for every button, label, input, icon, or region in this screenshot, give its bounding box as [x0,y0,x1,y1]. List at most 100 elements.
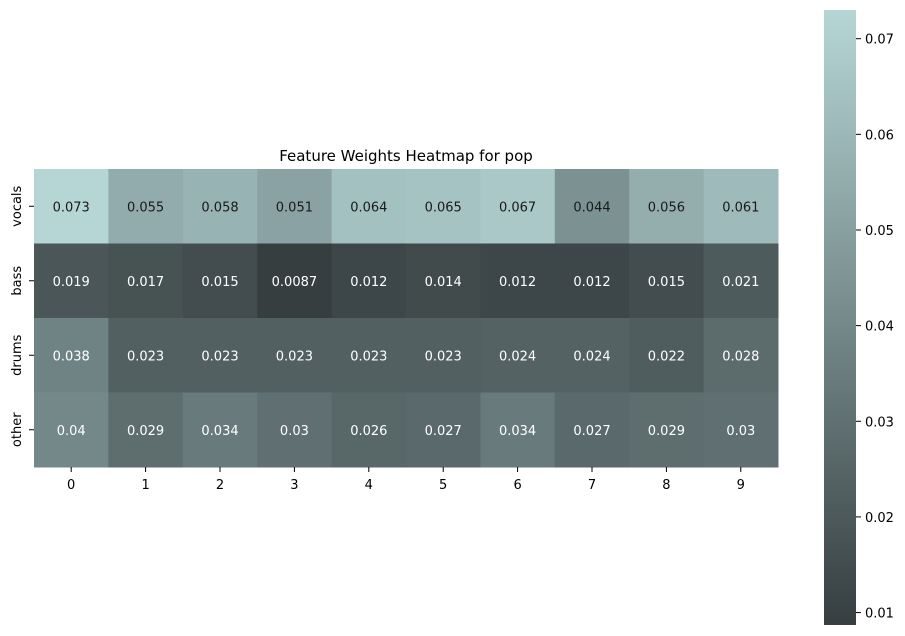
heatmap-cell [480,243,556,319]
heatmap-cell [257,392,333,468]
x-tick-label: 4 [365,478,373,493]
heatmap-cell [480,169,556,244]
cell-value-label: 0.061 [722,200,759,215]
heatmap-cell [34,243,109,319]
colorbar-gradient [824,10,856,625]
y-tick-label: bass [10,266,25,296]
colorbar-tick-label: 0.06 [865,128,894,143]
cell-value-label: 0.058 [201,200,238,215]
cell-value-label: 0.014 [425,275,462,290]
cell-value-label: 0.044 [573,200,610,215]
cell-value-label: 0.0087 [272,275,318,290]
y-tick-label: other [10,412,25,447]
x-tick-label: 7 [588,478,596,493]
heatmap-cell [331,243,407,319]
heatmap-cell [257,318,333,393]
heatmap-cell [257,169,333,244]
heatmap-cell [406,392,481,468]
heatmap-cell [257,243,333,319]
heatmap-cell [703,318,779,393]
x-tick-label: 6 [513,478,521,493]
heatmap-cell [554,392,630,468]
heatmap-cell [703,392,779,468]
cell-value-label: 0.012 [350,275,387,290]
y-tick-label: drums [10,334,25,375]
x-tick-label: 3 [290,478,298,493]
heatmap-cell [108,392,184,468]
colorbar-tick-label: 0.02 [865,511,894,526]
heatmap-cell [629,169,705,244]
colorbar-tick-label: 0.03 [865,415,894,430]
x-tick-label: 1 [141,478,149,493]
cell-value-label: 0.017 [127,275,164,290]
heatmap-cell [406,243,481,319]
heatmap-cell [34,169,109,244]
heatmap-cell [108,243,184,319]
heatmap-cell [406,169,481,244]
cell-value-label: 0.029 [127,424,164,439]
cell-value-label: 0.03 [726,424,755,439]
cell-value-label: 0.022 [648,349,685,364]
cell-value-label: 0.028 [722,349,759,364]
heatmap-cell [34,318,109,393]
colorbar-tick-label: 0.07 [865,33,894,48]
cell-value-label: 0.03 [280,424,309,439]
heatmap-cells: 0.073 0.055 0.058 0.051 0.064 0.065 0.067 0.044… [34,169,779,468]
cell-value-label: 0.023 [276,349,313,364]
x-tick-label: 8 [662,478,670,493]
cell-value-label: 0.056 [648,200,685,215]
heatmap-cell [629,243,705,319]
heatmap-cell [108,169,184,244]
cell-value-label: 0.067 [499,200,536,215]
heatmap-cell [554,318,630,393]
cell-value-label: 0.023 [350,349,387,364]
cell-value-label: 0.034 [201,424,238,439]
heatmap-cell [629,392,705,468]
cell-value-label: 0.021 [722,275,759,290]
heatmap-cell [331,392,407,468]
cell-value-label: 0.023 [201,349,238,364]
x-tick-label: 5 [439,478,447,493]
heatmap-cell [182,169,258,244]
cell-value-label: 0.024 [499,349,536,364]
heatmap-cell [182,318,258,393]
heatmap-cell [182,243,258,319]
y-tick-label: vocals [10,185,25,226]
cell-value-label: 0.027 [573,424,610,439]
cell-value-label: 0.023 [127,349,164,364]
cell-value-label: 0.019 [53,275,90,290]
heatmap-cell [331,318,407,393]
cell-value-label: 0.027 [425,424,462,439]
heatmap-cell [703,169,779,244]
cell-value-label: 0.034 [499,424,536,439]
colorbar: 0.01 0.02 0.03 0.04 0.05 0.06 0.07 [824,10,894,625]
x-tick-label: 9 [737,478,745,493]
heatmap-cell [406,318,481,393]
y-axis: vocals bass drums other [10,185,34,447]
cell-value-label: 0.012 [499,275,536,290]
cell-value-label: 0.015 [648,275,685,290]
heatmap-cell [554,169,630,244]
cell-value-label: 0.073 [53,200,90,215]
cell-value-label: 0.024 [573,349,610,364]
heatmap-cell [629,318,705,393]
cell-value-label: 0.023 [425,349,462,364]
heatmap-cell [108,318,184,393]
cell-value-label: 0.029 [648,424,685,439]
heatmap-cell [480,392,556,468]
cell-value-label: 0.055 [127,200,164,215]
cell-value-label: 0.015 [201,275,238,290]
cell-value-label: 0.064 [350,200,387,215]
x-axis: 0 1 2 3 4 5 6 7 8 9 [67,467,745,493]
cell-value-label: 0.026 [350,424,387,439]
x-tick-label: 2 [216,478,224,493]
heatmap-cell [34,392,109,468]
heatmap-cell [703,243,779,319]
colorbar-tick-label: 0.04 [865,320,894,335]
cell-value-label: 0.051 [276,200,313,215]
heatmap-cell [331,169,407,244]
cell-value-label: 0.04 [57,424,86,439]
x-tick-label: 0 [67,478,75,493]
colorbar-tick-label: 0.01 [865,607,894,622]
